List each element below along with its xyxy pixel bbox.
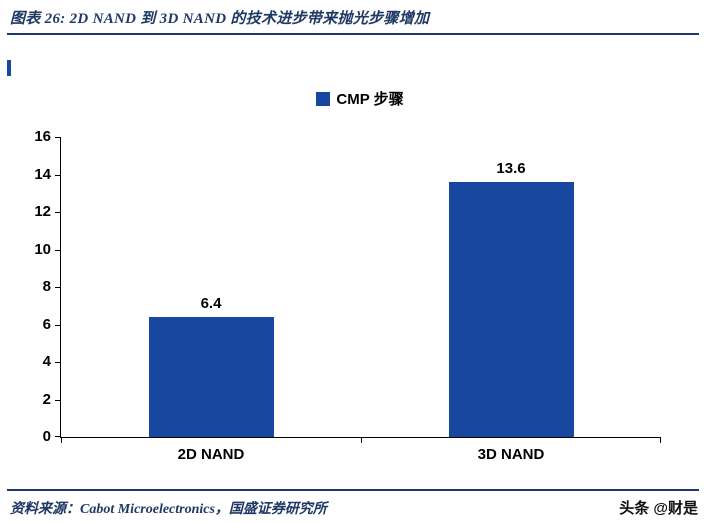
source-note: 资料来源：Cabot Microelectronics，国盛证券研究所: [10, 502, 327, 517]
y-tick-label: 10: [34, 240, 51, 258]
bar-value-label: 13.6: [496, 160, 526, 177]
y-tick-label: 14: [34, 165, 51, 183]
bar-slot: 13.6: [361, 137, 661, 437]
y-tick-label: 0: [42, 428, 51, 445]
x-category-label: 2D NAND: [177, 446, 245, 463]
bar-value-label: 6.4: [200, 295, 222, 312]
x-axis-labels: 2D NAND 3D NAND: [61, 446, 661, 463]
y-tick-mark: [55, 287, 61, 288]
y-tick-mark: [55, 212, 61, 213]
y-tick-label: 4: [42, 353, 51, 370]
x-tick-mark: [660, 437, 661, 443]
bar-slot: 6.4: [61, 137, 361, 437]
left-margin-mark: [7, 60, 11, 76]
y-tick-mark: [55, 174, 61, 176]
watermark: 头条 @财是: [619, 500, 698, 517]
plot-area: 6.4 13.6 2D NAND 3D NAND 16 14 12 10 8 6 4 2 0: [34, 128, 661, 463]
x-category-label: 3D NAND: [477, 446, 545, 463]
y-tick-mark: [55, 436, 61, 437]
y-tick-label: 12: [34, 203, 51, 220]
y-tick-label: 16: [34, 128, 51, 145]
chart-title: 图表 26: 2D NAND 到 3D NAND 的技术进步带来抛光步骤增加: [10, 11, 430, 27]
legend-swatch-icon: [316, 91, 331, 106]
bar: [448, 182, 574, 437]
y-tick-label: 6: [42, 315, 51, 333]
y-tick-label: 8: [42, 278, 51, 295]
legend-label: CMP 步骤: [336, 91, 404, 108]
x-tick-mark: [61, 437, 62, 443]
y-tick-label: 2: [42, 390, 51, 408]
y-tick-mark: [55, 399, 61, 401]
y-tick-mark: [55, 324, 61, 326]
title-divider: [7, 33, 699, 35]
y-tick-mark: [55, 362, 61, 363]
bars: 6.4 13.6: [61, 137, 661, 437]
legend: CMP 步骤: [60, 88, 660, 109]
x-tick-mark: [361, 437, 362, 443]
bar: [148, 317, 274, 437]
y-tick-mark: [55, 249, 61, 251]
footer-divider: [7, 489, 699, 491]
y-tick-mark: [55, 137, 61, 138]
